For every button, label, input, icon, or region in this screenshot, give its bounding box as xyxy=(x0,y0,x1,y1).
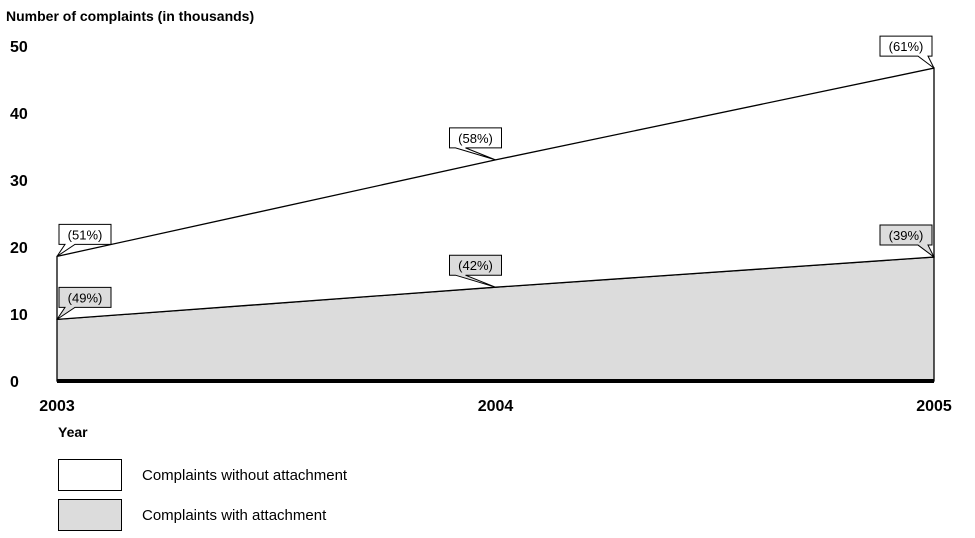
legend-item-with-attachment: Complaints with attachment xyxy=(58,498,347,532)
y-tick-label: 0 xyxy=(10,374,19,391)
legend-label-with-attachment: Complaints with attachment xyxy=(142,506,327,524)
x-tick-label: 2003 xyxy=(39,398,75,415)
data-label-without-attachment-text: (61%) xyxy=(889,39,924,54)
data-label-without-attachment-box xyxy=(449,127,502,161)
legend-label-without-attachment: Complaints without attachment xyxy=(142,466,348,484)
data-label-with-attachment-box xyxy=(449,254,502,288)
data-label-with-attachment-box xyxy=(879,224,935,258)
legend-item-without-attachment: Complaints without attachment xyxy=(58,458,347,492)
data-label-with-attachment-box xyxy=(56,286,112,320)
y-tick-label: 30 xyxy=(10,173,28,190)
legend: Complaints without attachment Complaints… xyxy=(58,458,347,538)
y-tick-label: 20 xyxy=(10,240,28,257)
y-tick-label: 10 xyxy=(10,307,28,324)
x-tick-label: 2005 xyxy=(916,398,952,415)
legend-swatch-with-attachment xyxy=(58,499,122,531)
data-label-without-attachment-box xyxy=(879,35,935,69)
area-chart: 0 10 20 30 40 50 2003 2004 2005 (51%) (58%) (61%) (4… xyxy=(10,35,952,415)
data-label-with-attachment-text: (49%) xyxy=(68,290,103,305)
data-label-without-attachment-text: (58%) xyxy=(458,131,493,146)
x-tick-label: 2004 xyxy=(478,398,514,415)
data-label-with-attachment-text: (42%) xyxy=(458,258,493,273)
y-tick-label: 40 xyxy=(10,106,28,123)
x-axis-title: Year xyxy=(58,424,88,440)
y-tick-label: 50 xyxy=(10,39,28,56)
legend-swatch-without-attachment xyxy=(58,459,122,491)
data-label-with-attachment-text: (39%) xyxy=(889,228,924,243)
data-label-without-attachment-box xyxy=(56,223,112,257)
data-label-without-attachment-text: (51%) xyxy=(68,227,103,242)
y-axis-title: Number of complaints (in thousands) xyxy=(6,8,255,24)
